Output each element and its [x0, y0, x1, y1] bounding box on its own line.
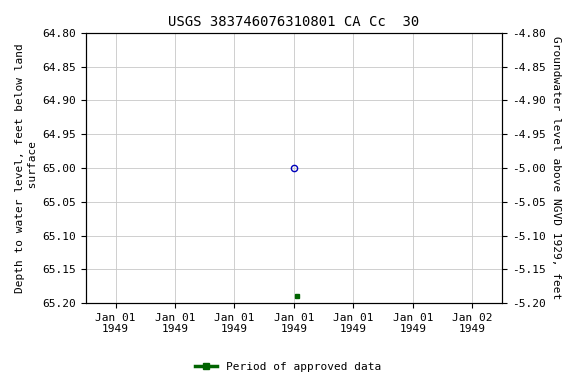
Legend: Period of approved data: Period of approved data [191, 358, 385, 377]
Title: USGS 383746076310801 CA Cc  30: USGS 383746076310801 CA Cc 30 [168, 15, 419, 29]
Y-axis label: Groundwater level above NGVD 1929, feet: Groundwater level above NGVD 1929, feet [551, 36, 561, 300]
Y-axis label: Depth to water level, feet below land
 surface: Depth to water level, feet below land su… [15, 43, 38, 293]
